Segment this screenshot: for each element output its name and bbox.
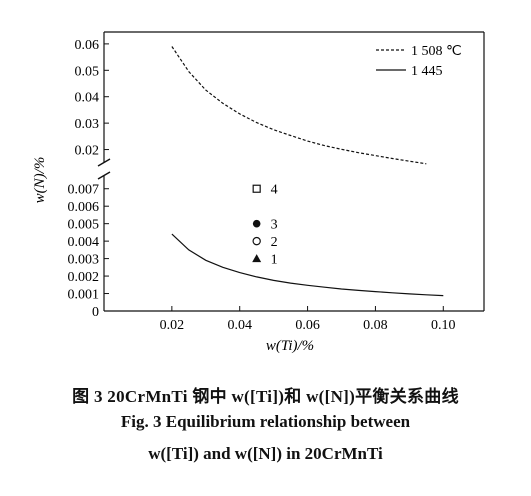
y-tick-label: 0.002 (68, 270, 100, 285)
x-tick-label: 0.10 (431, 318, 456, 333)
caption-english-line1: Fig. 3 Equilibrium relationship between (120, 412, 411, 431)
y-tick-label: 0.02 (75, 144, 100, 159)
y-axis-label: w(N)/% (32, 157, 48, 204)
legend-label: 1 445 (411, 64, 443, 79)
series-layer (171, 46, 444, 297)
chart-canvas: 0.02 0.04 0.06 0.08 0.10 0 0.001 0.002 0.003 0.00… (32, 31, 485, 354)
y-tick-label: 0.003 (68, 253, 100, 268)
points-layer: 4 3 2 1 (252, 183, 278, 268)
plot-frame (97, 31, 485, 312)
x-tick-label: 0.04 (227, 318, 252, 333)
axes: 0.02 0.04 0.06 0.08 0.10 0 0.001 0.002 0.003 0.00… (68, 38, 456, 333)
y-tick-label: 0.04 (75, 91, 100, 106)
series-line-2 (171, 233, 444, 297)
point-marker (252, 236, 261, 246)
point-marker (252, 184, 261, 193)
point-marker (252, 254, 262, 263)
y-tick-label: 0.007 (68, 183, 100, 198)
axis-break-mark (97, 171, 111, 180)
x-tick-label: 0.08 (363, 318, 388, 333)
legend: 1 508 ℃ 1 445 (376, 44, 462, 79)
y-tick-label: 0.001 (68, 288, 100, 303)
caption-english-line2: w([Ti]) and w([N]) in 20CrMnTi (148, 444, 383, 463)
y-tick-label: 0.05 (75, 64, 100, 79)
y-tick-label: 0.006 (68, 200, 100, 215)
caption-chinese: 图 3 20CrMnTi 钢中 w([Ti])和 w([N])平衡关系曲线 (72, 387, 459, 406)
point-marker (252, 219, 261, 228)
y-tick-label: 0.005 (68, 218, 100, 233)
series-line-1 (171, 46, 427, 165)
y-tick-label: 0.004 (68, 235, 100, 250)
point-label: 4 (271, 183, 278, 198)
point-label: 2 (271, 235, 278, 250)
x-tick-label: 0.02 (160, 318, 185, 333)
y-tick-label: 0 (92, 305, 99, 320)
y-tick-label: 0.03 (75, 117, 100, 132)
x-tick-label: 0.06 (295, 318, 320, 333)
point-label: 3 (271, 218, 278, 233)
legend-label: 1 508 ℃ (411, 44, 462, 59)
y-tick-label: 0.06 (75, 38, 100, 53)
x-axis-label: w(Ti)/% (266, 338, 314, 354)
axis-break-mark (97, 158, 111, 167)
point-label: 1 (271, 253, 278, 268)
